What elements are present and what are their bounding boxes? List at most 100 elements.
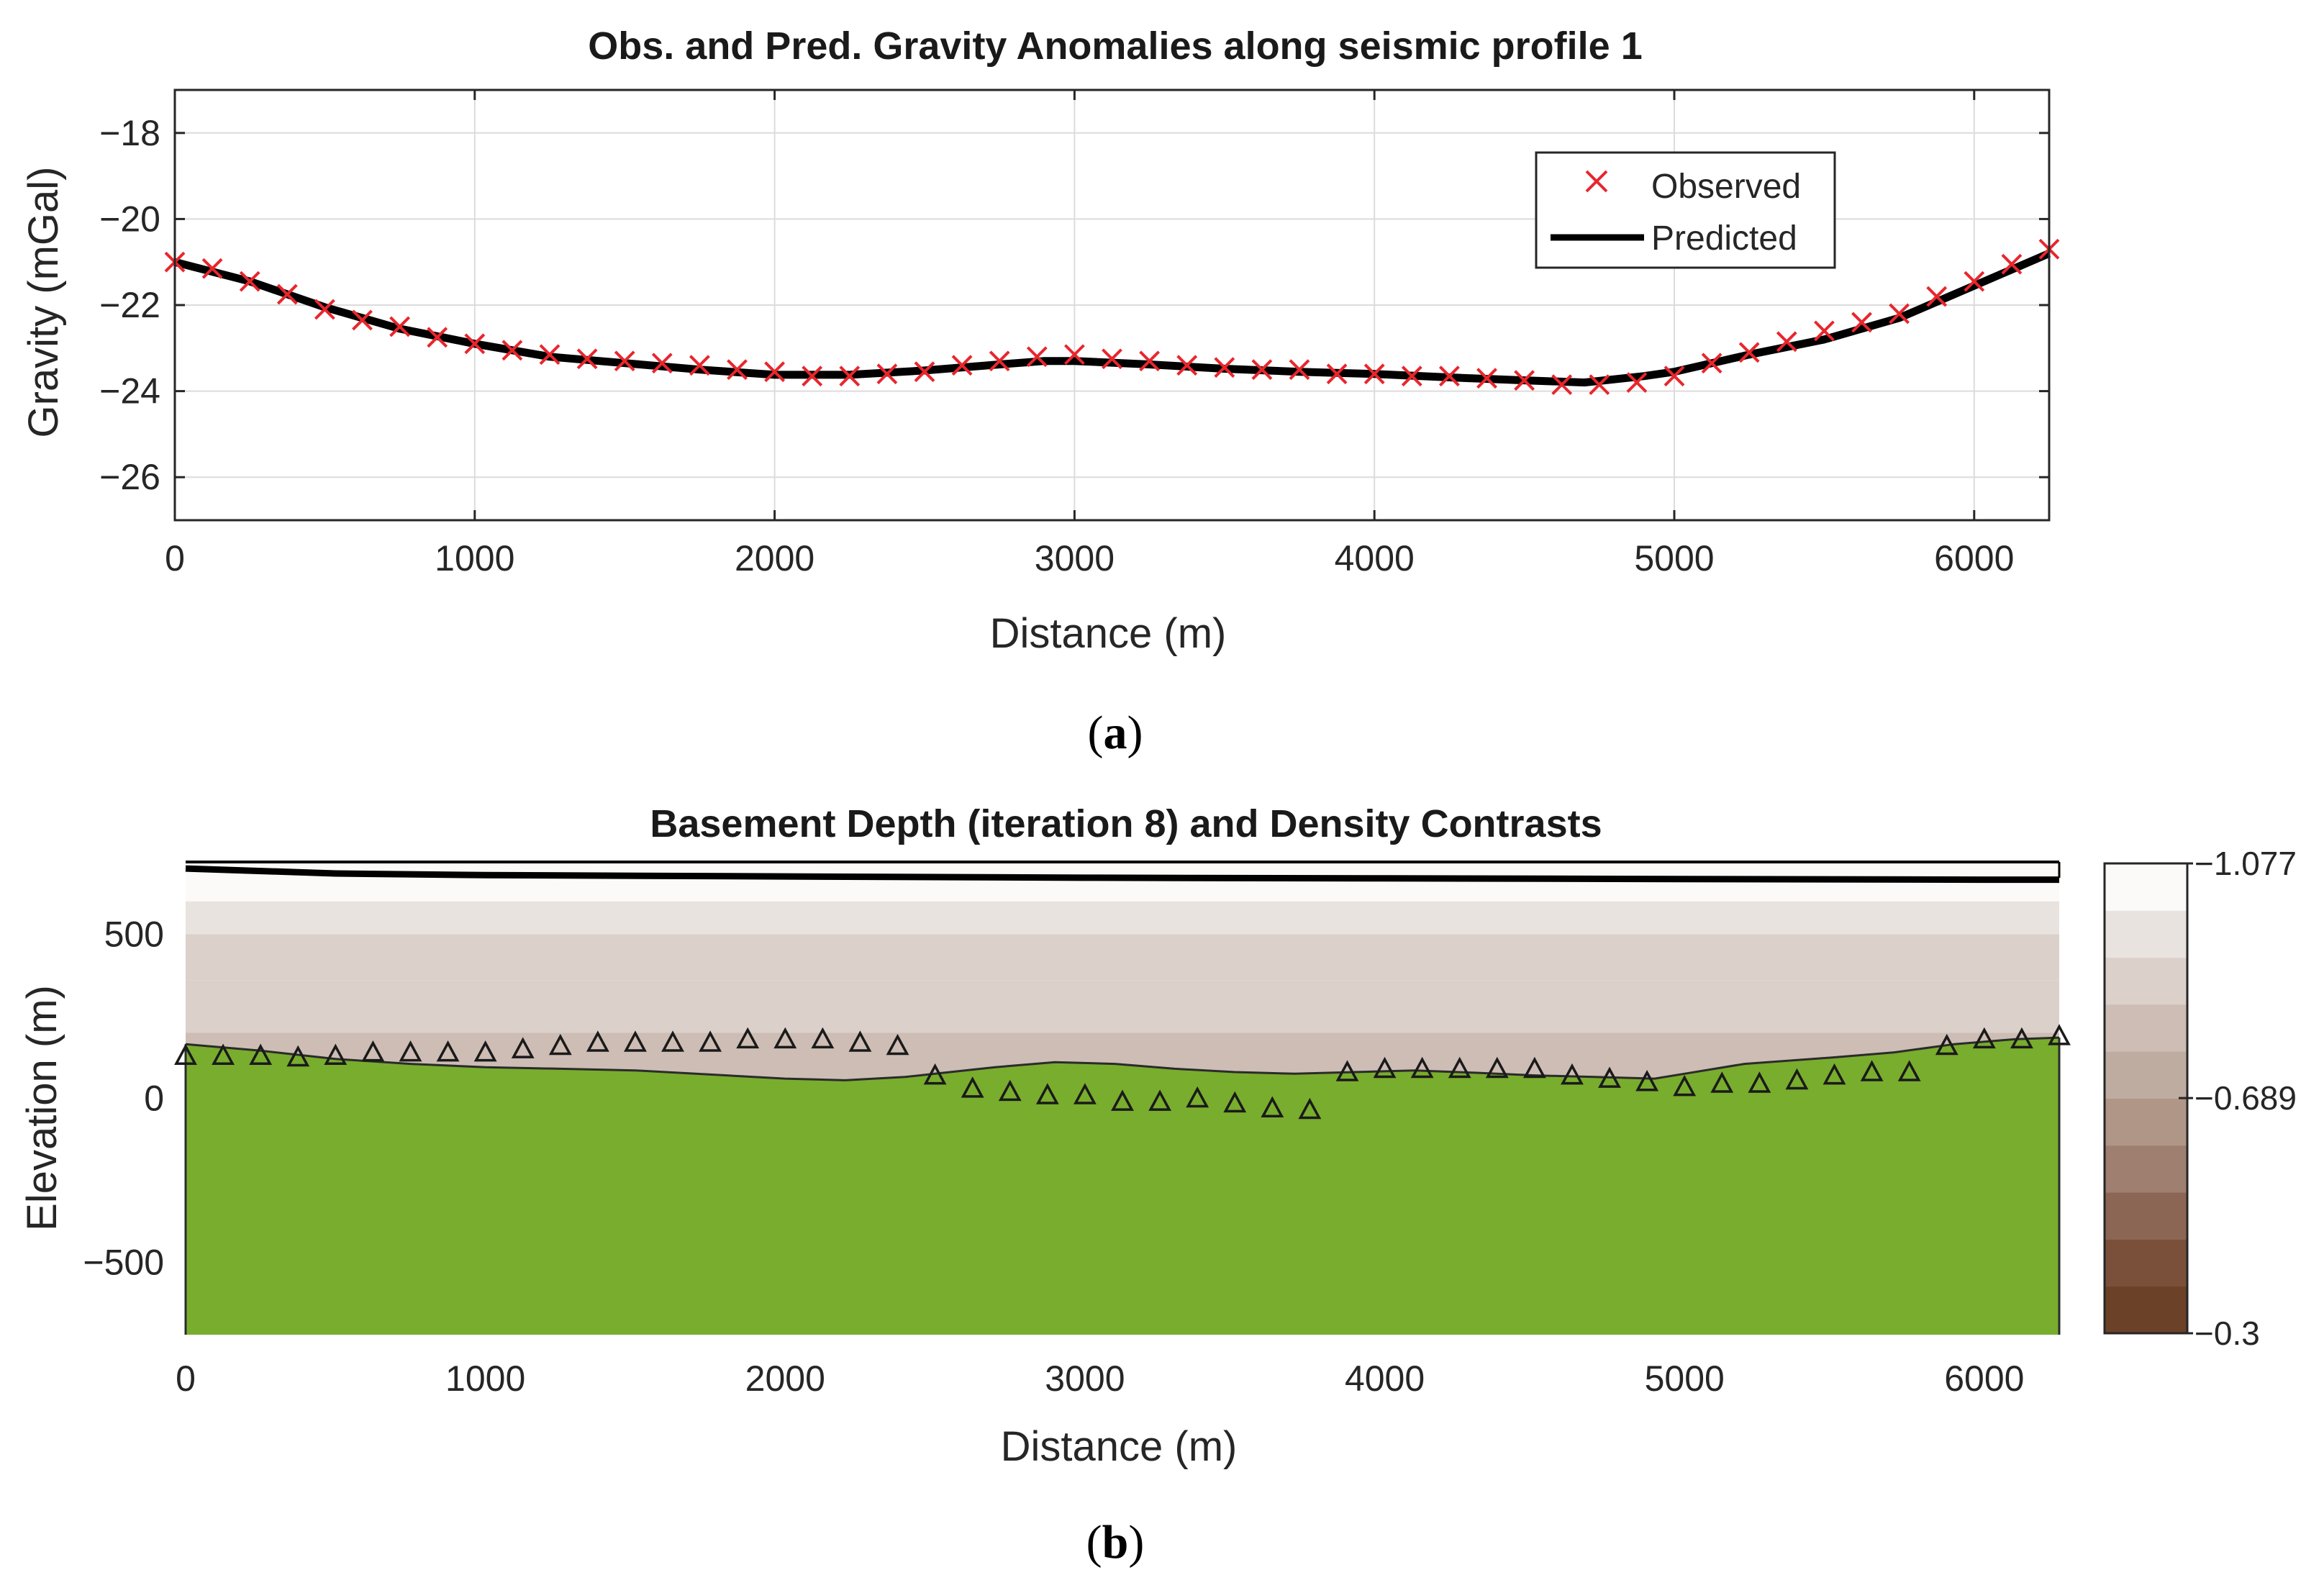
seismic-marker	[1335, 1060, 1359, 1081]
panel-b-ytick-label: −500	[83, 1243, 164, 1283]
observed-point	[689, 355, 710, 376]
observed-point	[1026, 346, 1048, 368]
colorbar-segment	[2105, 1098, 2187, 1146]
seismic-marker	[2048, 1024, 2071, 1045]
seismic-marker	[473, 1040, 497, 1062]
seismic-marker	[773, 1027, 797, 1049]
observed-point	[1776, 331, 1797, 353]
panel-a-gravity-chart: Obs. and Pred. Gravity Anomalies along s…	[20, 24, 2060, 759]
panel-a-ytick-label: −18	[99, 113, 160, 153]
seismic-marker	[1860, 1060, 1884, 1081]
basement-line	[185, 1036, 2060, 1081]
topography-line	[185, 865, 2059, 884]
panel-a-xlabel: Distance (m)	[990, 610, 1227, 657]
observed-point	[1663, 366, 1685, 387]
observed-point	[1438, 366, 1460, 387]
seismic-marker	[1223, 1091, 1247, 1113]
observed-point	[614, 350, 635, 372]
seismic-marker	[1448, 1056, 1471, 1079]
observed-point	[314, 299, 335, 320]
observed-point	[2001, 253, 2023, 275]
colorbar-segment	[2105, 863, 2187, 911]
seismic-marker	[249, 1043, 273, 1065]
panel-a-ytick-label: −22	[99, 285, 160, 325]
observed-point	[651, 353, 673, 374]
seismic-marker	[361, 1040, 385, 1062]
seismic-marker	[1972, 1027, 1996, 1049]
panel-a-ylabel: Gravity (mGal)	[20, 167, 67, 438]
seismic-marker	[286, 1045, 310, 1067]
observed-point	[1289, 359, 1310, 381]
observed-point	[501, 340, 523, 361]
seismic-marker	[1522, 1056, 1546, 1079]
panel-a-title: Obs. and Pred. Gravity Anomalies along s…	[588, 24, 1642, 68]
seismic-marker	[1073, 1083, 1097, 1104]
observed-point	[1514, 370, 1535, 391]
panel-a-axes-frame	[173, 88, 2051, 522]
seismic-marker	[1673, 1074, 1697, 1097]
panel-a-ytick-label: −20	[99, 199, 160, 239]
observed-point	[1401, 366, 1422, 387]
seismic-marker	[1035, 1083, 1059, 1104]
observed-point	[876, 363, 898, 385]
seismic-marker	[436, 1040, 460, 1062]
colorbar-tick-label: −0.3	[2194, 1315, 2260, 1352]
seismic-marker	[1785, 1068, 1809, 1090]
seismic-marker	[624, 1030, 647, 1052]
seismic-marker	[1410, 1056, 1434, 1079]
observed-point	[1889, 303, 1910, 324]
colorbar-segment	[2105, 1286, 2187, 1334]
panel-a-ytick-label: −24	[99, 371, 160, 412]
panel-b-ylabel: Elevation (m)	[19, 985, 65, 1231]
seismic-marker	[1935, 1033, 1958, 1056]
seismic-marker	[848, 1030, 872, 1052]
panel-a-legend: Observed Predicted	[1535, 151, 1836, 269]
seismic-marker	[1298, 1097, 1322, 1120]
panel-a-xtick-label: 2000	[735, 538, 814, 578]
seismic-marker	[736, 1027, 760, 1049]
panel-a-xtick-label: 3000	[1035, 538, 1115, 578]
observed-point	[389, 316, 411, 337]
observed-point	[1551, 374, 1573, 396]
seismic-marker	[1561, 1063, 1584, 1085]
panel-b-xtick-label: 5000	[1645, 1358, 1725, 1399]
observed-point	[1589, 374, 1610, 396]
observed-point	[764, 361, 786, 383]
observed-point	[1813, 320, 1835, 342]
seismic-marker	[699, 1030, 722, 1052]
panel-b-xlabel: Distance (m)	[1001, 1423, 1238, 1470]
panel-a-xtick-label: 6000	[1934, 538, 2014, 578]
seismic-marker	[1897, 1060, 1921, 1081]
predicted-line	[173, 250, 2051, 387]
panel-b-xtick-label: 6000	[1944, 1358, 2024, 1399]
seismic-marker	[399, 1040, 422, 1062]
observed-point	[951, 355, 973, 376]
observed-point	[1964, 271, 1985, 292]
observed-point	[276, 283, 298, 305]
observed-point	[1476, 368, 1497, 389]
panel-a-xtick-label: 5000	[1634, 538, 1714, 578]
panel-b-caption: (b)	[1086, 1516, 1145, 1569]
colorbar-segment	[2105, 957, 2187, 1005]
panel-b-xtick-label: 0	[176, 1358, 196, 1399]
seismic-marker	[998, 1079, 1022, 1102]
observed-point	[802, 366, 823, 387]
panel-a-ticks: 0 1000 2000 3000 4000 5000 6000 −18 −20 −22 −24 −26	[99, 90, 2049, 578]
colorbar-segment	[2105, 1004, 2187, 1052]
observed-point	[1139, 350, 1161, 372]
panel-b-ytick-label: 0	[144, 1079, 164, 1119]
panel-a-xtick-label: 0	[165, 538, 185, 578]
seismic-marker	[1635, 1070, 1659, 1092]
seismic-marker	[212, 1043, 235, 1065]
colorbar-segment	[2105, 1239, 2187, 1287]
seismic-marker	[1598, 1066, 1621, 1088]
seismic-marker	[923, 1063, 947, 1085]
observed-point	[201, 258, 223, 279]
colorbar-segment	[2105, 910, 2187, 958]
seismic-marker	[1111, 1089, 1134, 1111]
observed-point	[1738, 342, 1760, 363]
observed-point	[839, 366, 861, 387]
panel-b-xtick-label: 4000	[1345, 1358, 1425, 1399]
panel-b-topography	[185, 861, 2061, 884]
